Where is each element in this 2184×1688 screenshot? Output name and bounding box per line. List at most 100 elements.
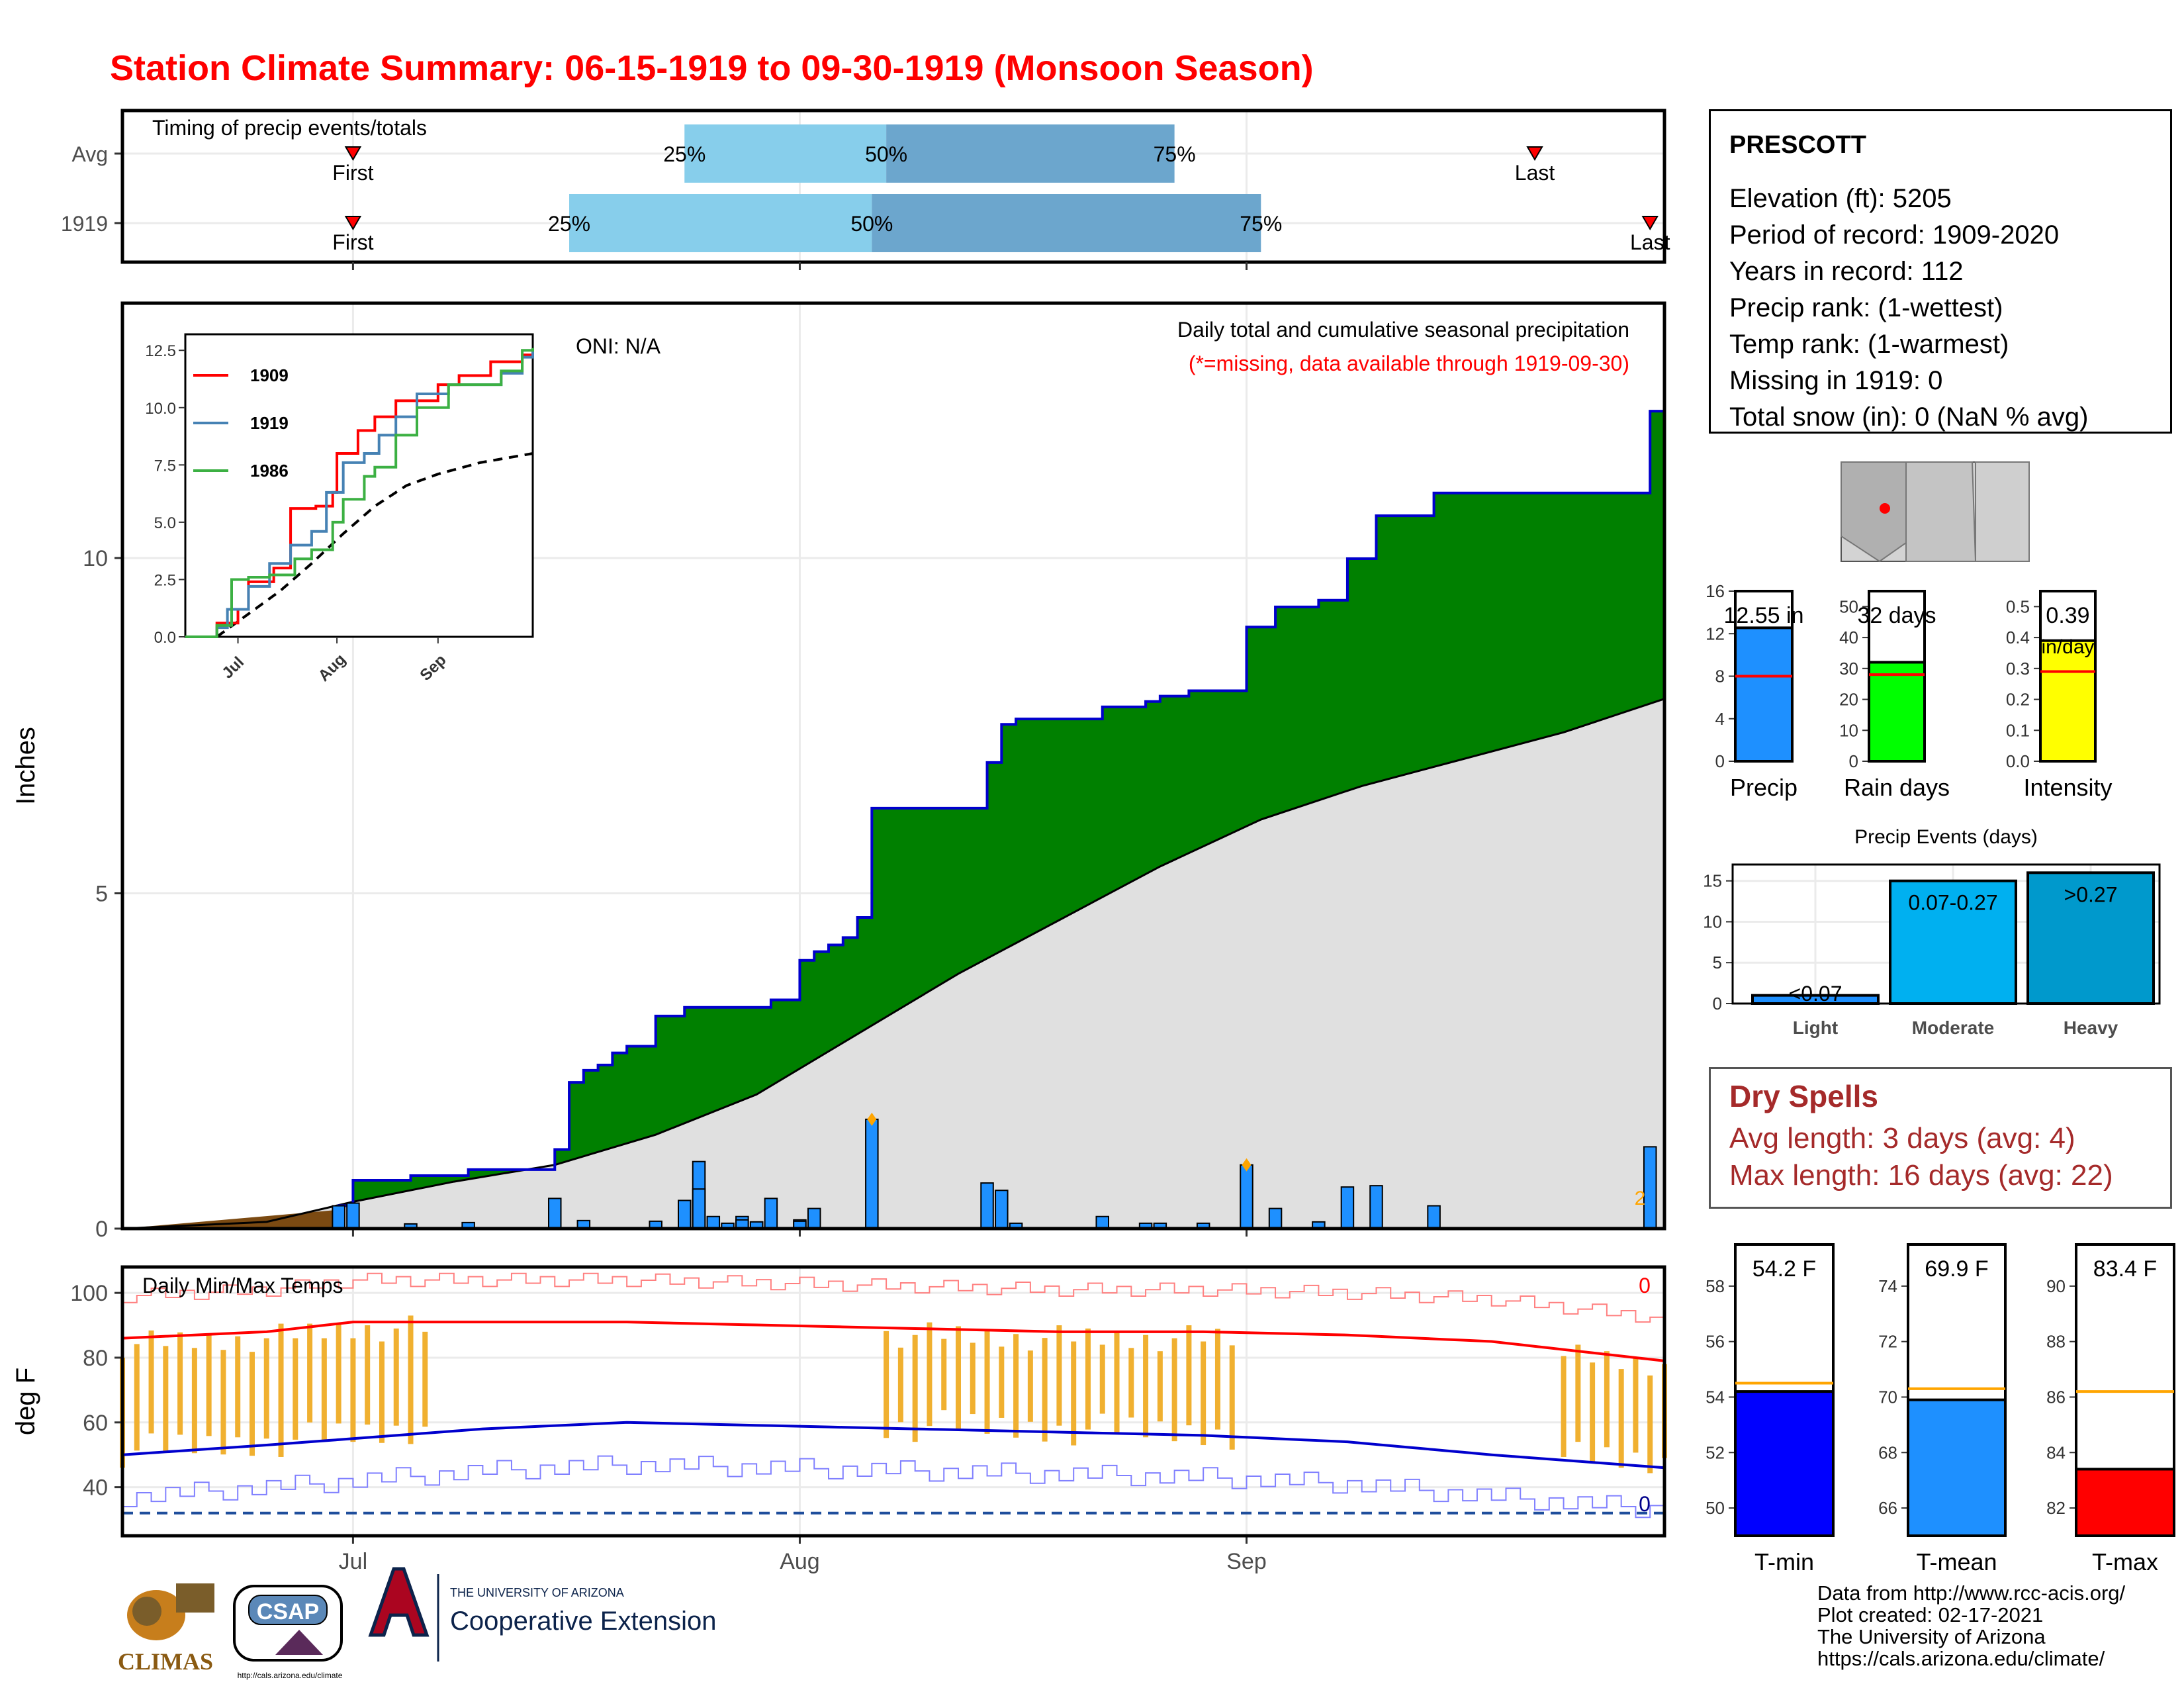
precip-daily-bar [1095,1215,1110,1230]
temp-summary-1-value-label: 69.9 F [1925,1256,1988,1282]
timing-label-first: First [332,230,373,254]
temp-daily-bar [1590,1362,1596,1463]
temp-daily-bar [955,1326,961,1430]
total-2-y-tick-label: 0.3 [2006,659,2030,679]
credit-url: https://cals.arizona.edu/climate/ [1817,1647,2105,1670]
csap-logo-banner [248,1595,328,1625]
inset-legend-label: 1919 [250,413,289,433]
temp-summary-0-y-tick-label: 56 [1706,1332,1725,1352]
precip-daily-bar [807,1207,821,1229]
precip-daily-bar [1240,1164,1253,1229]
temp-record-min-line [122,1455,1665,1519]
precip-y-tick-label: 5 [95,881,108,906]
precip-daily-bar [677,1199,692,1229]
total-1-y-tick-label: 0 [1849,751,1858,771]
timing-marker-last [1641,216,1659,230]
temp-daily-bar [1114,1331,1120,1434]
station-missing: Missing in 1919: 0 [1729,366,1943,395]
timing-label-first: First [332,161,373,185]
events-bar-label: >0.27 [2064,882,2118,906]
dry-spells-avg: Avg length: 3 days (avg: 4) [1729,1122,2075,1154]
inset-y-tick-label: 10.0 [145,400,176,418]
precip-daily-bar [980,1182,994,1229]
total-1-y-tick-label: 10 [1839,720,1858,740]
temp-daily-bar [191,1348,197,1454]
temp-summary-1-y-tick-label: 66 [1878,1498,1897,1518]
station-temp-rank: Temp rank: (1-warmest) [1729,330,2009,359]
temp-avg-min-line [122,1421,1665,1470]
precip-panel-border [120,301,1666,1231]
precip-daily-bar [706,1215,721,1230]
temp-avg-max-line [122,1321,1665,1362]
temp-daily-bar [1633,1357,1639,1453]
inset-legend-label: 1986 [250,461,289,481]
precip-record-marker [867,1112,877,1126]
precip-daily-bar [1268,1207,1283,1229]
temp-daily-bar [1027,1350,1033,1422]
timing-marker-first [344,146,362,161]
temp-daily-bar [163,1346,169,1452]
timing-label-25: 25% [548,212,590,236]
temp-daily-bar [1561,1356,1567,1457]
precip-corner-label: 2 [1635,1188,1646,1209]
temp-daily-bar [1042,1338,1048,1442]
temp-summary-1-y-tick-label: 70 [1878,1387,1897,1407]
temp-summary-2-y-tick-label: 90 [2046,1276,2066,1296]
inset-y-tick-label: 12.5 [145,342,176,360]
total-0-bar [1734,626,1794,763]
total-1-y-tick-label: 40 [1839,628,1858,647]
temp-summary-0-y-tick-label: 50 [1706,1498,1725,1518]
precip-daily-bar [995,1190,1009,1229]
temp-summary-2-y-tick-label: 82 [2046,1498,2066,1518]
temp-summary-0-value-label: 54.2 F [1752,1256,1816,1282]
temp-daily-bar [1201,1341,1206,1446]
events-panel-border [1731,863,2161,1005]
events-y-tick-label: 10 [1703,912,1722,931]
temp-daily-bar [1157,1351,1163,1422]
total-2-y-tick-label: 0.1 [2006,720,2030,740]
temp-daily-bar [897,1347,903,1423]
station-period: Period of record: 1909-2020 [1729,220,2060,250]
timing-bar-50-75 [886,124,1175,183]
temp-daily-bar [1229,1345,1235,1450]
events-y-tick-label: 5 [1713,953,1722,972]
temp-daily-bar [1186,1325,1192,1426]
temp-y-tick-label: 100 [70,1281,108,1306]
credit-source: Data from http://www.rcc-acis.org/ [1817,1581,2126,1605]
credit-date: Plot created: 02-17-2021 [1817,1603,2044,1626]
temp-daily-bar [941,1338,947,1411]
temp-daily-bar [927,1322,933,1427]
temp-daily-bar [1143,1335,1149,1438]
ua-logo-mark [368,1567,430,1637]
events-y-tick-label: 0 [1713,994,1722,1013]
station-precip-rank: Precip rank: (1-wettest) [1729,293,2003,322]
temp-y-tick-label: 80 [83,1346,108,1371]
credits: Data from http://www.rcc-acis.org/ Plot … [1817,1582,2125,1669]
temp-daily-bar [1013,1334,1019,1438]
temp-y-tick-label: 40 [83,1476,108,1501]
station-info-box: PRESCOTT Elevation (ft): 5205 Period of … [1709,109,2172,434]
temp-summary-1-y-tick-label: 72 [1878,1332,1897,1352]
precip-daily-bar [1340,1186,1355,1229]
temp-daily-bar [1604,1351,1610,1448]
inset-y-tick-label: 5.0 [154,514,176,532]
events-category-label: Light [1793,1017,1838,1038]
total-0-y-tick-label: 8 [1715,667,1725,686]
timing-label-50: 50% [850,212,893,236]
timing-label-last: Last [1515,161,1555,185]
timing-row-label: Avg [71,142,108,166]
timing-bar-50-75 [872,194,1261,252]
precip-average-area [122,698,1664,1229]
total-0-axis-label: Precip [1730,774,1797,801]
total-2-y-tick-label: 0.4 [2006,628,2030,647]
total-2-y-tick-label: 0.2 [2006,690,2030,710]
temp-summary-2-bar [2075,1468,2175,1537]
chart-title: Station Climate Summary: 06-15-1919 to 0… [110,48,1314,88]
precip-y-tick-label: 10 [83,546,108,571]
temp-daily-bar [1647,1375,1653,1474]
ua-logo-small-text: THE UNIVERSITY OF ARIZONA [450,1586,624,1599]
total-2-y-tick-label: 0.0 [2006,751,2030,771]
total-1-value-label: 32 days [1857,603,1936,628]
temp-daily-bar [321,1338,327,1441]
temp-daily-bar [177,1332,183,1435]
